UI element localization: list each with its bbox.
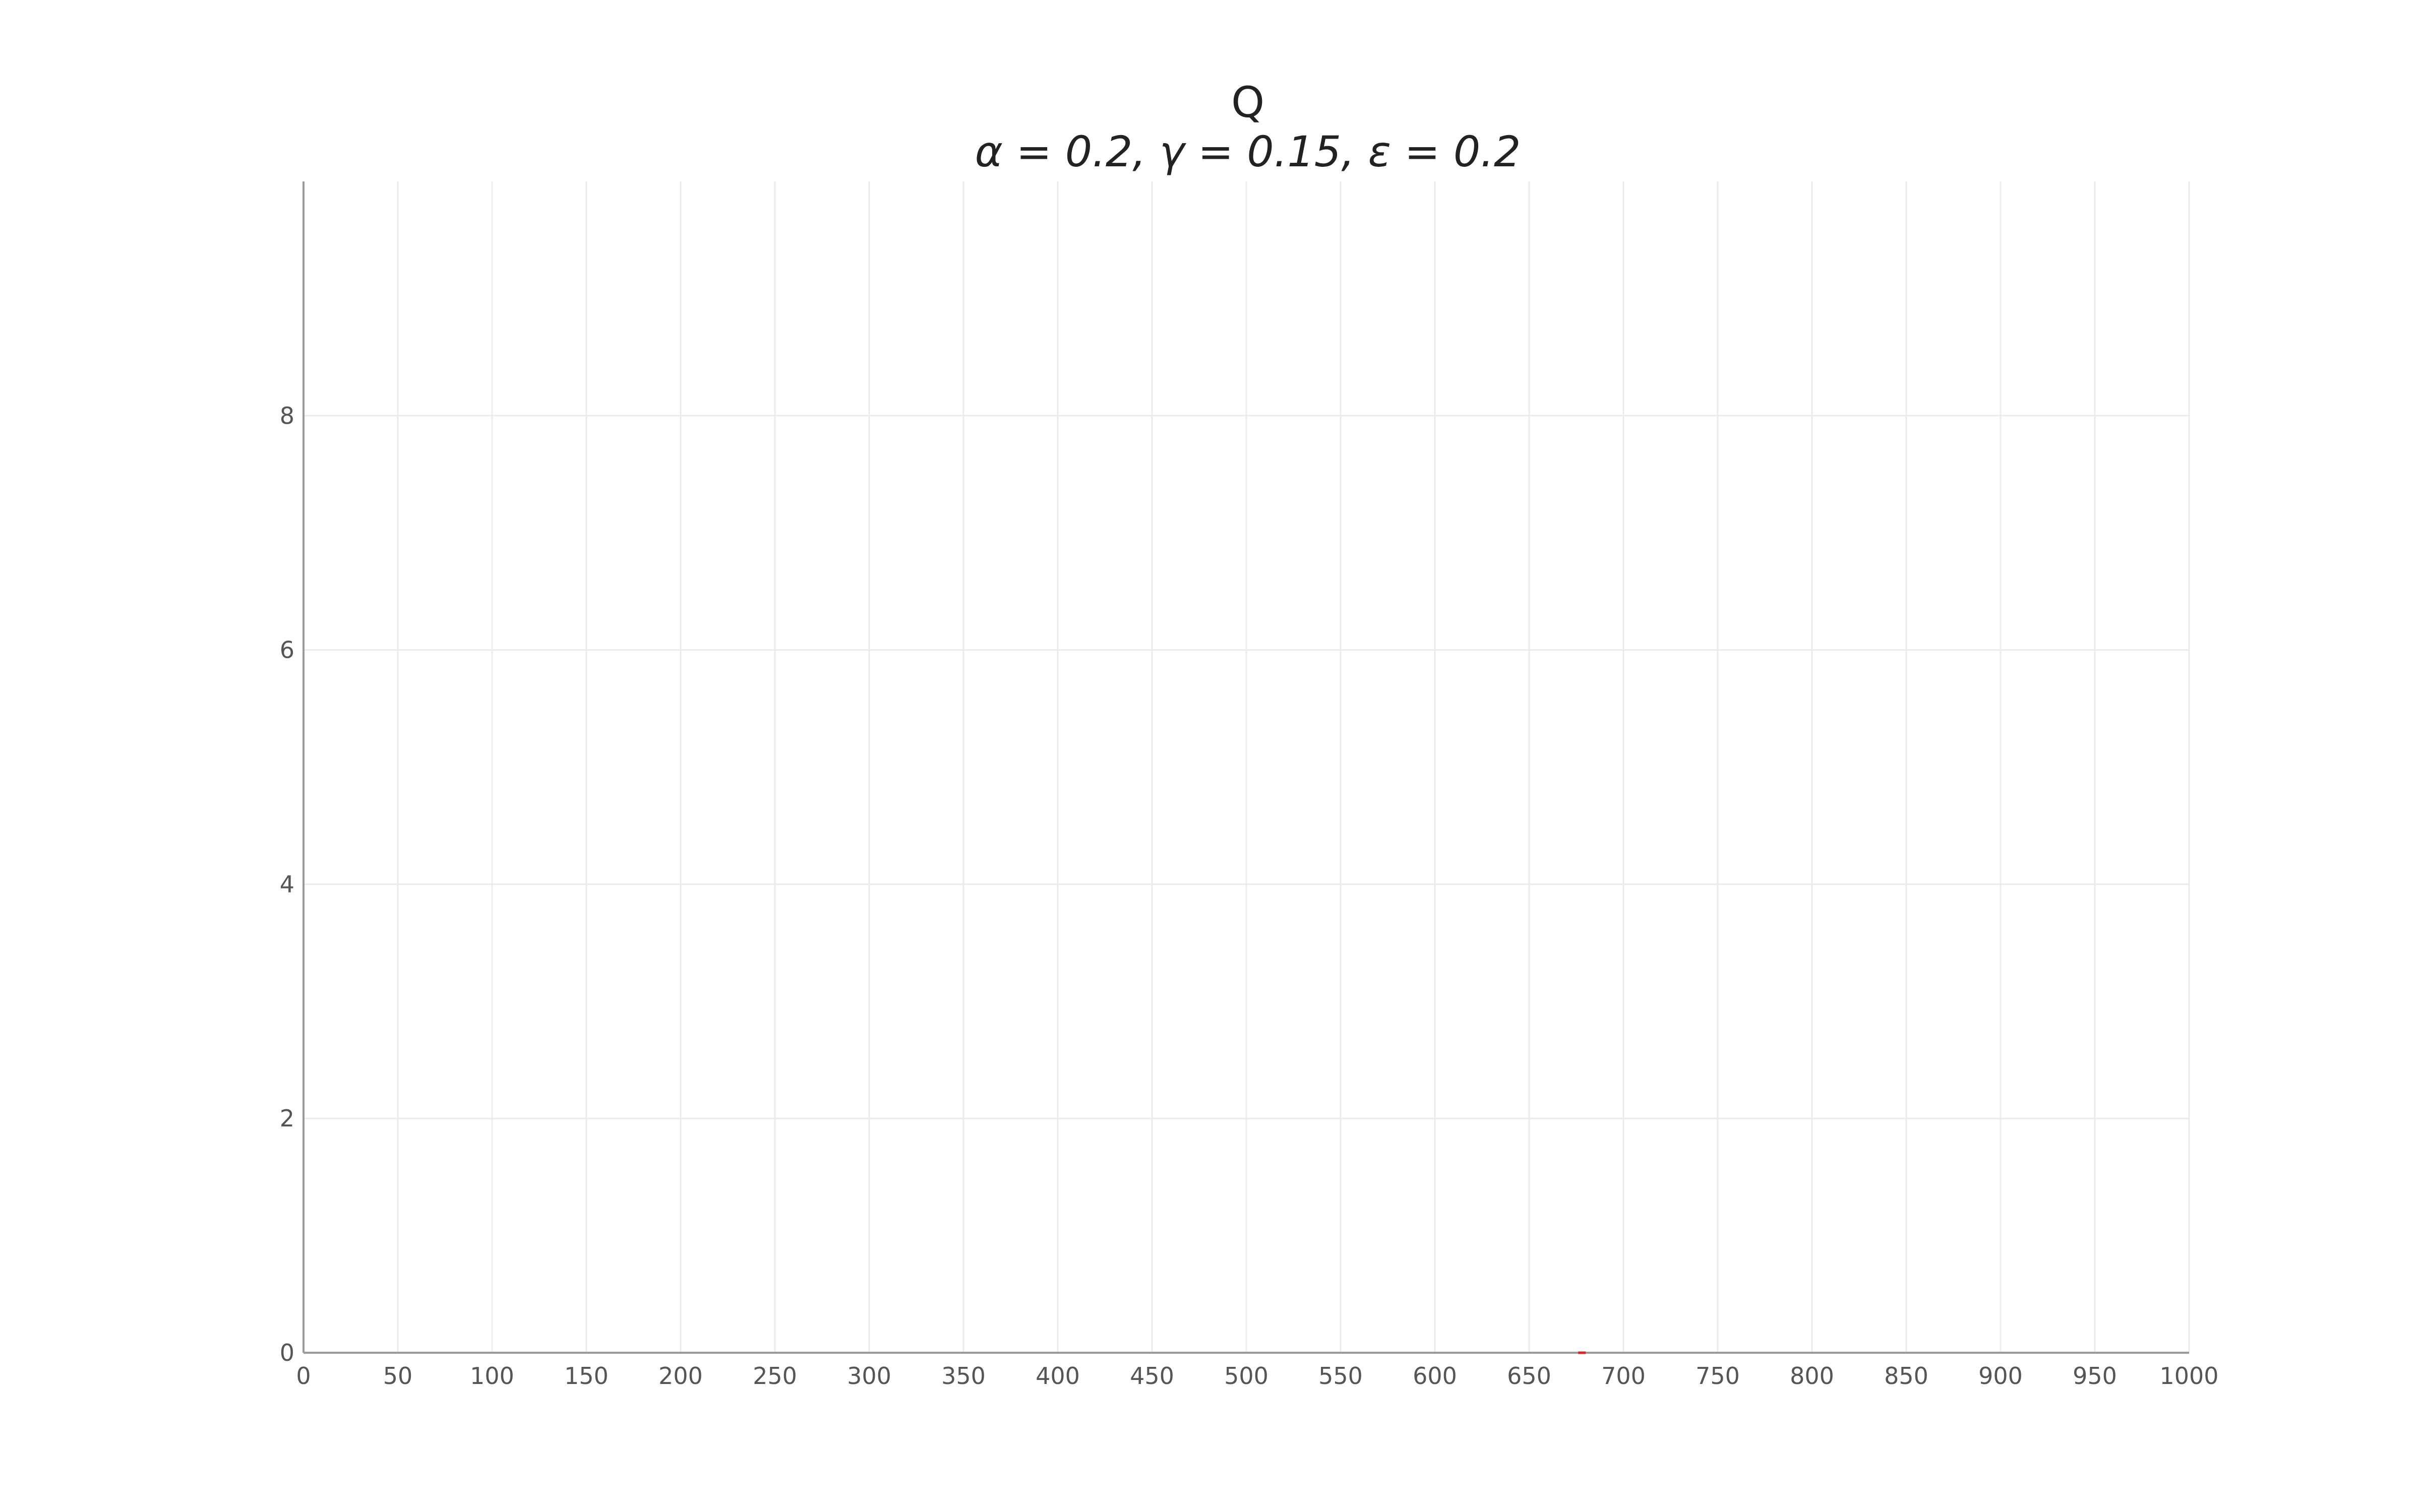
x-tick-label: 150: [564, 1362, 609, 1390]
x-tick-label: 250: [753, 1362, 797, 1390]
x-tick-label: 450: [1130, 1362, 1174, 1390]
x-tick-label: 400: [1036, 1362, 1080, 1390]
x-tick-label: 850: [1884, 1362, 1928, 1390]
x-tick-label: 700: [1601, 1362, 1646, 1390]
y-tick-label: 6: [280, 637, 294, 664]
x-tick-label: 500: [1224, 1362, 1268, 1390]
x-tick-label: 350: [941, 1362, 986, 1390]
chart-subtitle: α = 0.2, γ = 0.15, ε = 0.2: [975, 127, 1521, 176]
x-tick-labels: 0 50 100 150 200 250 300 350 400 450 500 550 600 650 7…: [296, 1362, 2218, 1390]
grid-layer: [304, 181, 2190, 1353]
x-tick-label: 300: [847, 1362, 891, 1390]
y-tick-label: 4: [280, 870, 294, 898]
x-tick-label: 750: [1696, 1362, 1740, 1390]
x-tick-label: 0: [296, 1362, 311, 1390]
x-tick-label: 650: [1507, 1362, 1551, 1390]
y-tick-label: 0: [280, 1339, 294, 1366]
x-tick-label: 800: [1790, 1362, 1834, 1390]
x-tick-label: 50: [383, 1362, 413, 1390]
chart-title: Q: [1231, 78, 1264, 127]
y-tick-label: 2: [280, 1105, 294, 1132]
x-tick-label: 1000: [2159, 1362, 2218, 1390]
x-tick-label: 600: [1413, 1362, 1457, 1390]
axes-layer: [302, 181, 2189, 1354]
x-tick-label: 200: [658, 1362, 703, 1390]
y-tick-labels: 0 2 4 6 8: [280, 402, 294, 1366]
x-tick-label: 900: [1978, 1362, 2023, 1390]
x-tick-label: 950: [2073, 1362, 2117, 1390]
x-tick-label: 550: [1318, 1362, 1363, 1390]
y-tick-label: 8: [280, 402, 294, 429]
x-tick-label: 100: [470, 1362, 514, 1390]
